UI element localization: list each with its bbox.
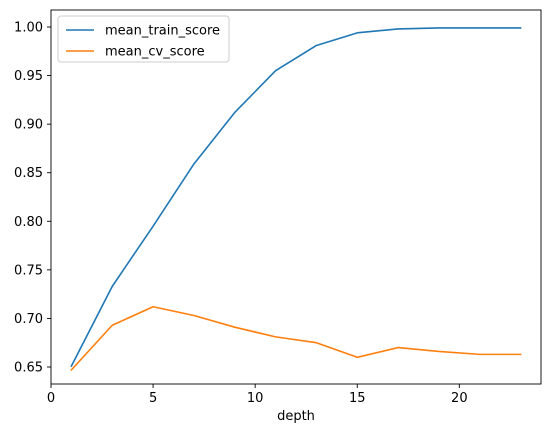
x-axis-label: depth — [277, 409, 315, 424]
y-tick-label: 0.95 — [14, 69, 43, 84]
x-tick-label: 20 — [451, 391, 468, 406]
x-tick-label: 15 — [349, 391, 366, 406]
legend-box — [57, 15, 230, 63]
legend: mean_train_score mean_cv_score — [57, 15, 230, 63]
axes-spines — [50, 9, 542, 385]
y-tick-label: 0.85 — [14, 166, 43, 181]
x-tick-label: 10 — [247, 391, 264, 406]
y-axis: 0.65 0.70 0.75 0.80 0.85 0.90 0.95 1.00 — [14, 21, 51, 376]
y-tick-label: 0.70 — [14, 312, 43, 327]
y-tick-label: 0.90 — [14, 118, 43, 133]
y-tick-label: 0.75 — [14, 263, 43, 278]
x-tick-label: 5 — [149, 391, 157, 406]
x-tick-label: 0 — [47, 391, 55, 406]
legend-label-mean-train-score: mean_train_score — [105, 24, 220, 39]
axes-frame — [50, 9, 542, 385]
plot-area — [70, 27, 522, 372]
y-tick-label: 0.65 — [14, 361, 43, 376]
series-line-mean-cv-score — [70, 305, 522, 372]
x-axis: 0 5 10 15 20 — [47, 384, 468, 406]
y-tick-label: 0.80 — [14, 215, 43, 230]
legend-label-mean-cv-score: mean_cv_score — [105, 45, 205, 60]
y-tick-label: 1.00 — [14, 21, 43, 36]
series-line-mean-train-score — [70, 27, 522, 368]
